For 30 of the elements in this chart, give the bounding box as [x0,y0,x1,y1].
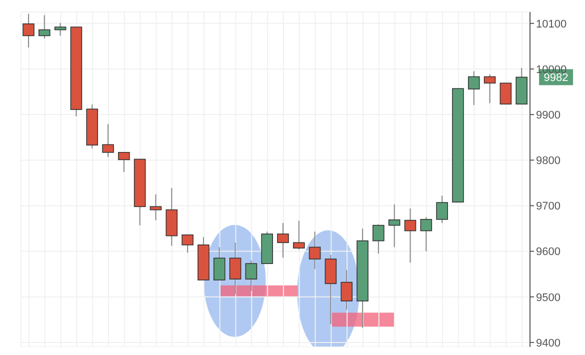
candlestick [38,14,50,39]
candlestick [54,22,66,36]
y-tick-label: 9600 [536,246,560,258]
candlestick [388,204,400,248]
y-tick-label: 10100 [536,18,567,30]
text: 9982 [544,72,568,84]
candlestick [245,260,258,292]
candlestick [293,220,305,250]
candlestick [340,269,353,310]
candlestick [468,70,480,106]
candlestick [118,152,130,172]
candlestick [436,195,448,224]
candlestick [150,194,162,221]
y-tick-label: 9700 [536,200,560,213]
candlestick [420,216,432,252]
y-tick-label: 9900 [536,109,560,122]
candlestick [213,246,226,280]
candlestick [277,222,289,258]
candlestick [229,242,242,295]
candlestick [484,74,496,104]
candlestick [500,82,512,104]
candlestick [22,13,34,48]
y-tick-label: 9800 [536,155,560,168]
y-tick-label: 9500 [536,292,560,304]
candlestick [102,124,114,158]
candlestick [372,224,384,254]
y-tick-label: 9400 [536,337,560,350]
candlestick [404,208,416,264]
candlestick [308,231,321,270]
candlestick [182,234,194,254]
